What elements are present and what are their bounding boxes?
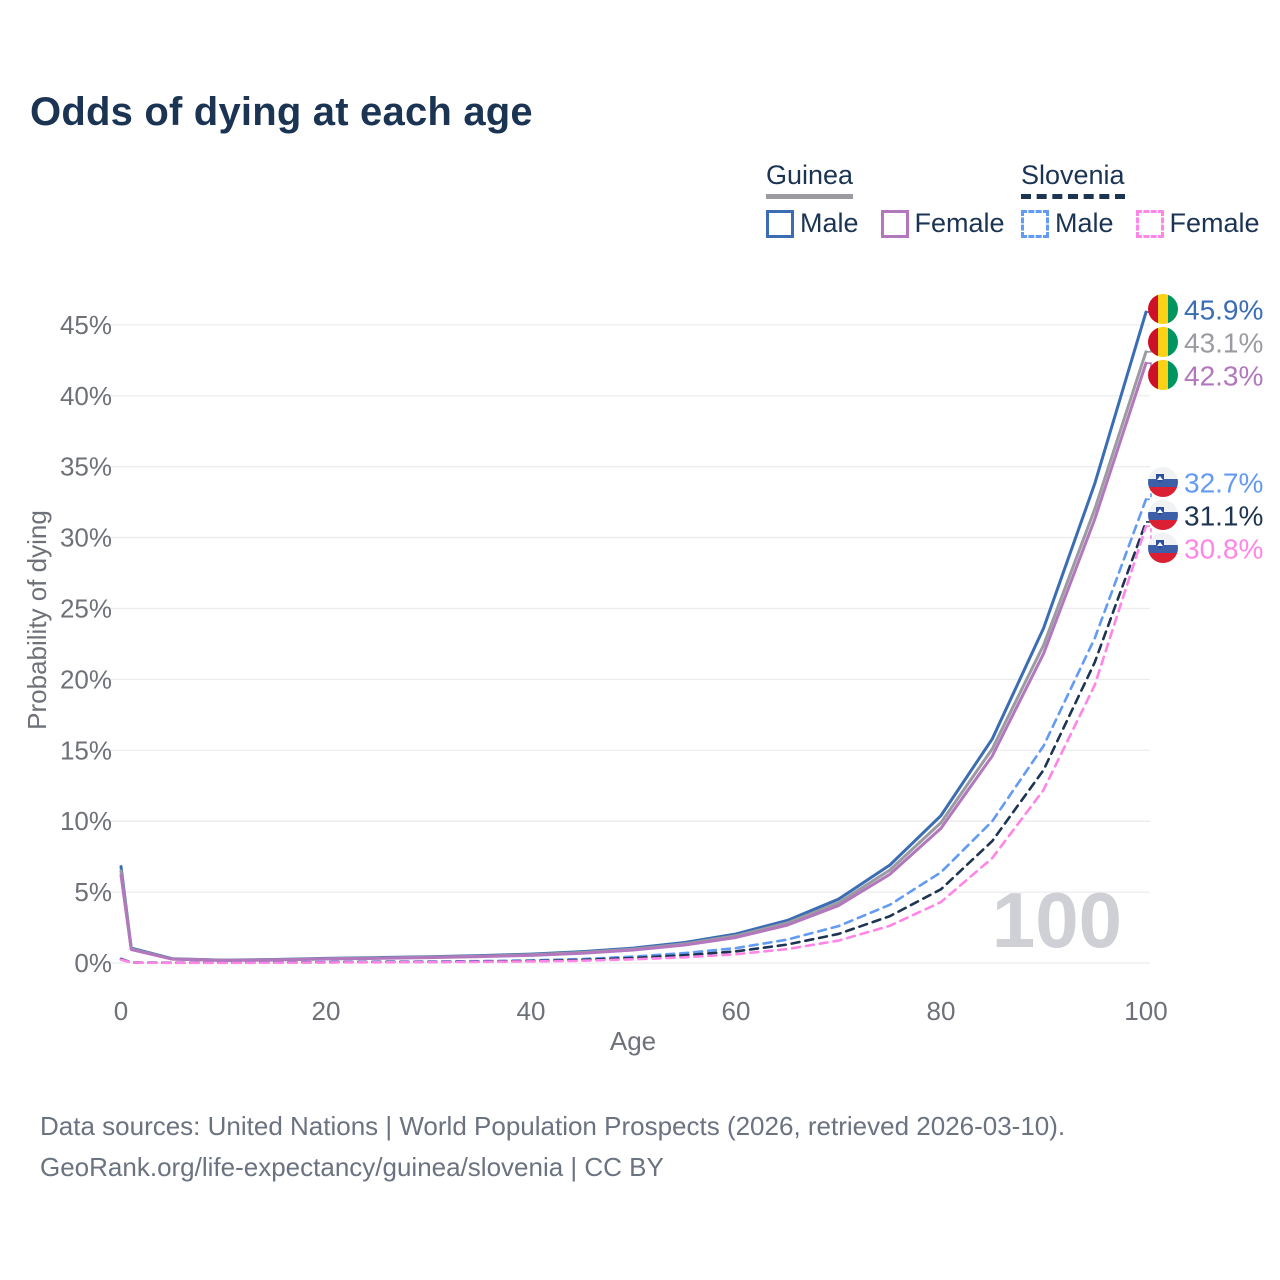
- legend-country-guinea: Guinea: [766, 160, 854, 199]
- legend-country-slovenia: Slovenia: [1021, 160, 1125, 199]
- x-tick-label-20: 20: [312, 996, 341, 1026]
- slovenia-flag-icon: [1148, 500, 1178, 530]
- y-tick-label-15: 15%: [60, 735, 112, 765]
- x-tick-label-0: 0: [114, 996, 128, 1026]
- legend-group-guinea: Guinea Male Female: [766, 160, 1005, 239]
- y-tick-label-20: 20%: [60, 664, 112, 694]
- x-tick-label-60: 60: [722, 996, 751, 1026]
- footer-attribution-line: GeoRank.org/life-expectancy/guinea/slove…: [40, 1152, 664, 1182]
- data-source-footer: Data sources: United Nations | World Pop…: [40, 1106, 1065, 1188]
- guinea-flag-icon: [1148, 294, 1178, 324]
- page-title: Odds of dying at each age: [30, 90, 533, 134]
- legend-label-slovenia-male: Male: [1055, 208, 1114, 238]
- y-tick-label-40: 40%: [60, 381, 112, 411]
- x-tick-label-100: 100: [1124, 996, 1167, 1026]
- line-guinea-combined: [119, 350, 1148, 962]
- guinea-female-swatch-icon: [880, 209, 909, 238]
- line-guinea-male: [119, 310, 1148, 962]
- y-tick-label-0: 0%: [74, 948, 112, 978]
- end-value-label-slovenia-female: 30.8%: [1184, 534, 1263, 565]
- y-tick-label-25: 25%: [60, 593, 112, 623]
- line-guinea-female: [119, 361, 1148, 962]
- slovenia-female-swatch-icon: [1135, 209, 1164, 238]
- end-value-label-guinea-male: 45.9%: [1184, 295, 1263, 326]
- legend-label-guinea-male: Male: [800, 208, 859, 238]
- y-tick-label-5: 5%: [74, 877, 112, 907]
- line-slovenia-female: [119, 524, 1148, 965]
- legend-item-guinea-male[interactable]: Male: [766, 208, 859, 239]
- y-tick-label-10: 10%: [60, 806, 112, 836]
- guinea-flag-icon: [1148, 327, 1178, 357]
- legend-label-guinea-female: Female: [914, 208, 1005, 238]
- legend-group-slovenia: Slovenia Male Female: [1021, 160, 1260, 239]
- y-axis-title: Probability of dying: [22, 510, 52, 730]
- legend-item-slovenia-male[interactable]: Male: [1021, 208, 1114, 239]
- x-tick-label-80: 80: [927, 996, 956, 1026]
- legend-item-slovenia-female[interactable]: Female: [1135, 208, 1260, 239]
- y-tick-label-45: 45%: [60, 310, 112, 340]
- slovenia-male-swatch-icon: [1021, 209, 1049, 238]
- y-tick-label-35: 35%: [60, 452, 112, 482]
- slovenia-flag-icon: [1148, 467, 1178, 497]
- footer-sources-line: Data sources: United Nations | World Pop…: [40, 1111, 1066, 1141]
- legend-label-slovenia-female: Female: [1169, 208, 1260, 238]
- end-value-label-guinea-female: 42.3%: [1184, 361, 1263, 392]
- age-counter-watermark: 100: [992, 876, 1122, 964]
- x-tick-label-40: 40: [517, 996, 546, 1026]
- guinea-male-swatch-icon: [766, 209, 794, 238]
- x-axis-title: Age: [610, 1026, 656, 1056]
- y-tick-label-30: 30%: [60, 523, 112, 553]
- slovenia-flag-icon: [1148, 533, 1178, 563]
- end-value-label-slovenia-male: 32.7%: [1184, 468, 1263, 499]
- end-value-label-slovenia-combined: 31.1%: [1184, 501, 1263, 532]
- guinea-flag-icon: [1148, 360, 1178, 390]
- legend-item-guinea-female[interactable]: Female: [880, 208, 1005, 239]
- end-value-label-guinea-combined: 43.1%: [1184, 328, 1263, 359]
